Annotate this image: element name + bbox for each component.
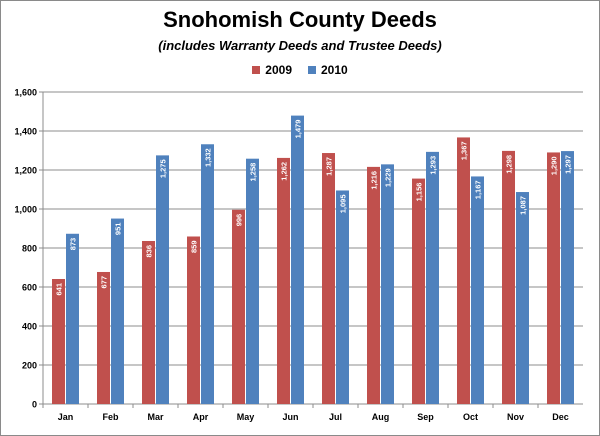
y-tick-label: 800 — [22, 244, 37, 254]
bar-2010-sep — [426, 151, 439, 404]
data-label-2009-feb: 677 — [100, 276, 109, 289]
bar-2009-feb — [97, 271, 110, 404]
y-tick-label: 400 — [22, 322, 37, 332]
x-tick-label: Aug — [372, 412, 390, 422]
bar-2009-dec — [547, 152, 560, 404]
bar-2010-apr — [201, 144, 214, 404]
legend-item-2010: 2010 — [308, 63, 348, 77]
bar-2009-mar — [142, 240, 155, 404]
bar-2009-jul — [322, 153, 335, 404]
bar-2010-jul — [336, 190, 349, 404]
data-label-2009-nov: 1,298 — [505, 155, 514, 174]
data-label-2010-oct: 1,167 — [474, 180, 483, 199]
data-label-2009-mar: 836 — [145, 245, 154, 258]
y-tick-label: 1,400 — [14, 127, 37, 137]
y-tick-label: 1,200 — [14, 166, 37, 176]
y-tick-label: 600 — [22, 283, 37, 293]
legend-label-2010: 2010 — [321, 63, 348, 77]
bar-2009-aug — [367, 166, 380, 404]
legend-item-2009: 2009 — [252, 63, 292, 77]
bar-2009-nov — [502, 150, 515, 404]
legend-swatch-2009 — [252, 66, 261, 74]
x-tick-label: Nov — [507, 412, 524, 422]
data-label-2010-feb: 951 — [114, 223, 123, 236]
y-tick-label: 200 — [22, 361, 37, 371]
data-label-2009-may: 996 — [235, 214, 244, 227]
bar-2010-may — [246, 158, 259, 404]
bar-2009-sep — [412, 178, 425, 404]
bar-2010-feb — [111, 218, 124, 404]
data-label-2009-oct: 1,367 — [460, 141, 469, 160]
bar-2009-oct — [457, 137, 470, 404]
y-tick-label: 1,000 — [14, 205, 37, 215]
x-tick-label: Apr — [193, 412, 209, 422]
x-tick-label: Mar — [147, 412, 164, 422]
bar-2009-apr — [187, 236, 200, 404]
bar-2009-may — [232, 209, 245, 404]
data-label-2010-may: 1,258 — [249, 163, 258, 182]
data-label-2009-jul: 1,287 — [325, 157, 334, 176]
bar-2010-jan — [66, 233, 79, 404]
legend: 2009 2010 — [1, 63, 599, 77]
x-tick-label: Feb — [102, 412, 119, 422]
x-tick-label: Oct — [463, 412, 478, 422]
data-label-2010-sep: 1,293 — [429, 156, 438, 175]
data-label-2010-dec: 1,297 — [564, 155, 573, 174]
data-label-2010-jun: 1,479 — [294, 120, 303, 139]
bar-2010-mar — [156, 155, 169, 404]
bar-2009-jun — [277, 157, 290, 404]
data-label-2009-jan: 641 — [55, 283, 64, 296]
x-tick-label: May — [237, 412, 255, 422]
legend-swatch-2010 — [308, 66, 316, 74]
bar-2010-aug — [381, 164, 394, 404]
y-tick-label: 0 — [32, 400, 37, 410]
bar-2010-jun — [291, 115, 304, 404]
x-tick-label: Sep — [417, 412, 434, 422]
bar-2010-nov — [516, 192, 529, 404]
data-label-2009-apr: 859 — [190, 240, 199, 253]
data-label-2010-jul: 1,095 — [339, 194, 348, 213]
y-tick-label: 1,600 — [14, 88, 37, 98]
bar-2010-dec — [561, 151, 574, 404]
chart-title: Snohomish County Deeds — [163, 7, 437, 32]
data-label-2010-mar: 1,275 — [159, 159, 168, 178]
bar-2009-jan — [52, 279, 65, 404]
data-label-2010-apr: 1,332 — [204, 148, 213, 167]
data-label-2010-jan: 873 — [69, 238, 78, 251]
bar-2010-oct — [471, 176, 484, 404]
x-tick-label: Jun — [282, 412, 298, 422]
x-tick-label: Dec — [552, 412, 569, 422]
legend-label-2009: 2009 — [265, 63, 292, 77]
data-label-2009-sep: 1,156 — [415, 183, 424, 202]
data-label-2009-jun: 1,262 — [280, 162, 289, 181]
data-label-2010-nov: 1,087 — [519, 196, 528, 215]
data-label-2010-aug: 1,229 — [384, 168, 393, 187]
x-tick-label: Jul — [329, 412, 342, 422]
x-tick-label: Jan — [58, 412, 74, 422]
data-label-2009-dec: 1,290 — [550, 156, 559, 175]
chart-subtitle: (includes Warranty Deeds and Trustee Dee… — [158, 38, 442, 53]
data-label-2009-aug: 1,216 — [370, 171, 379, 190]
